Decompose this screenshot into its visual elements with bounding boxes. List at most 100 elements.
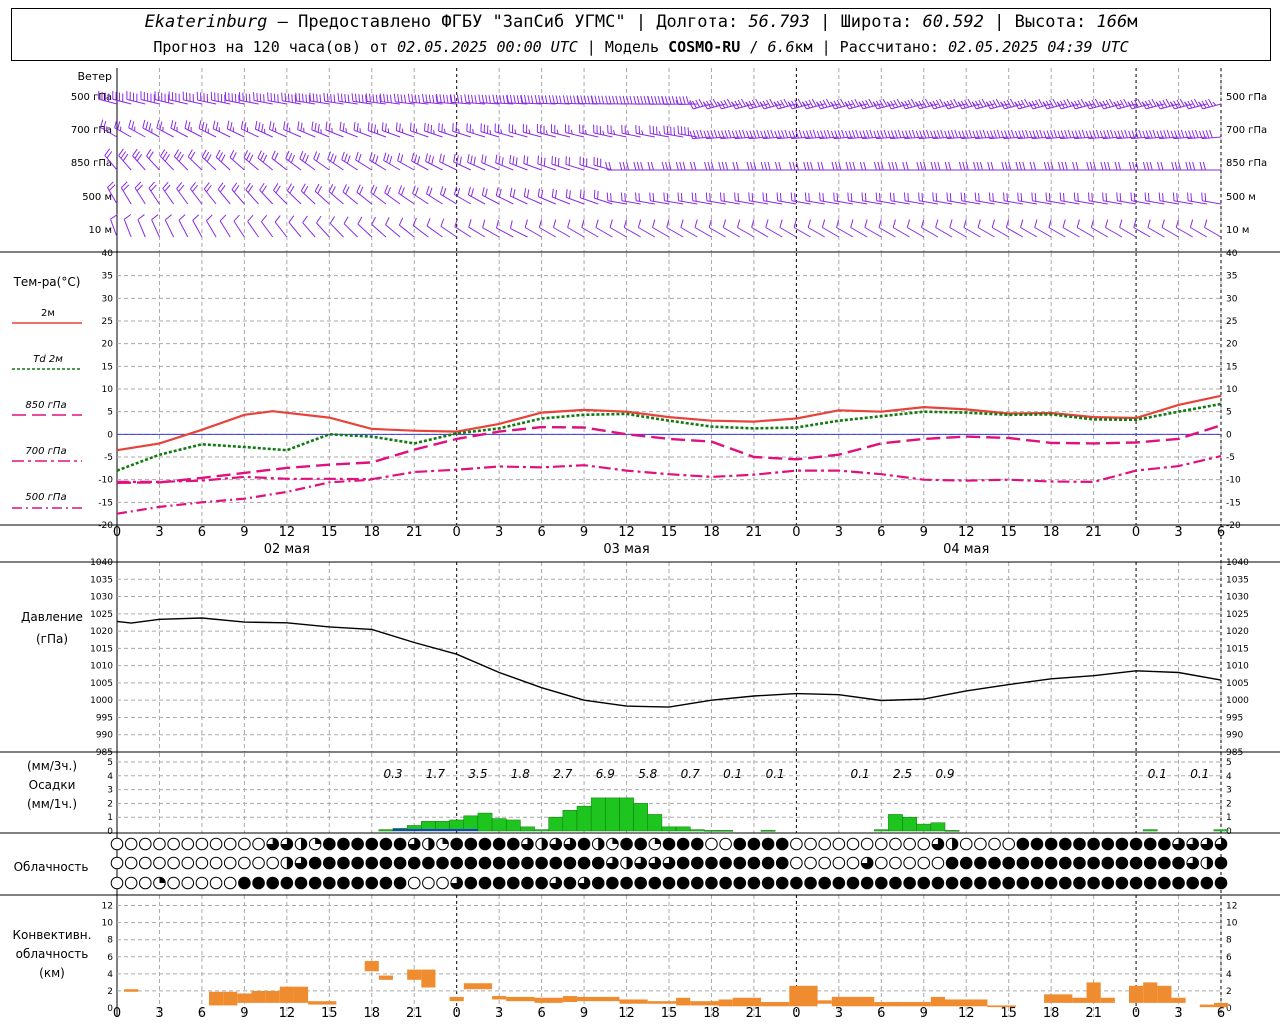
wind-barb bbox=[1017, 192, 1038, 205]
wind-barb-feather bbox=[993, 130, 998, 139]
wind-barb-feather bbox=[470, 188, 474, 197]
wind-barb-feather bbox=[854, 98, 860, 107]
wind-barb-feather bbox=[925, 98, 930, 107]
x-tick-label-conv: 21 bbox=[1085, 1006, 1102, 1021]
cloud-symbol bbox=[139, 837, 152, 851]
wind-barb-feather bbox=[387, 128, 390, 133]
wind-barb-feather bbox=[1199, 161, 1203, 171]
wind-barb bbox=[1201, 192, 1222, 205]
wind-barb-feather bbox=[353, 121, 356, 131]
wind-barb-feather bbox=[1190, 193, 1193, 202]
wind-barb-feather bbox=[693, 161, 697, 171]
wind-barb-feather bbox=[164, 214, 172, 221]
wind-barb-feather bbox=[797, 98, 803, 107]
cloud-circle bbox=[917, 837, 931, 851]
wind-barb-feather bbox=[187, 149, 193, 158]
wind-barb bbox=[168, 91, 188, 105]
wind-barb-feather bbox=[481, 187, 485, 196]
convective-bar bbox=[761, 1002, 790, 1007]
wind-barb-feather bbox=[142, 119, 146, 129]
wind-barb-shaft bbox=[426, 225, 443, 238]
cloud-circle bbox=[492, 837, 506, 851]
wind-barb-feather bbox=[1110, 129, 1114, 138]
wind-barb-feather bbox=[1208, 98, 1213, 107]
wind-barb-feather bbox=[201, 149, 207, 158]
cloud-circle bbox=[974, 837, 987, 851]
pressure-tick-left: 1035 bbox=[90, 575, 113, 585]
wind-barb-feather bbox=[407, 93, 410, 103]
wind-barb-feather bbox=[819, 100, 825, 109]
wind-barb-feather bbox=[100, 119, 104, 128]
wind-barb-feather bbox=[509, 154, 512, 164]
wind-barb-feather bbox=[1017, 192, 1019, 201]
wind-barb bbox=[675, 96, 698, 105]
wind-barb bbox=[231, 182, 245, 205]
wind-barb-feather bbox=[1135, 161, 1139, 171]
cloud-circle bbox=[365, 876, 379, 890]
wind-barb-feather bbox=[691, 192, 694, 201]
wind-barb bbox=[915, 129, 938, 140]
wind-barb-feather bbox=[1141, 101, 1147, 110]
cloud-symbol bbox=[238, 876, 251, 890]
cloud-fill-half bbox=[1206, 857, 1213, 869]
wind-barb-shaft bbox=[864, 227, 882, 238]
wind-barb-feather bbox=[737, 193, 740, 202]
cloud-symbol bbox=[393, 837, 407, 851]
cloud-symbol bbox=[280, 876, 294, 890]
wind-barb bbox=[607, 124, 627, 138]
cloud-symbol bbox=[1158, 856, 1171, 870]
wind-barb-feather bbox=[935, 99, 941, 108]
wind-barb-feather bbox=[946, 100, 952, 109]
cloud-circle bbox=[195, 856, 209, 870]
wind-barb bbox=[508, 123, 528, 138]
cloud-circle bbox=[337, 837, 350, 851]
pressure-tick-right: 985 bbox=[1226, 748, 1243, 758]
x-tick-label-temp: 0 bbox=[792, 525, 800, 540]
wind-barb bbox=[259, 182, 274, 205]
wind-level-label-right: 500 м bbox=[1226, 192, 1256, 203]
cloud-circle bbox=[1143, 837, 1157, 851]
cloud-circle bbox=[662, 837, 676, 851]
cloud-symbol bbox=[195, 837, 209, 851]
wind-barb-feather bbox=[1161, 219, 1165, 228]
wind-barb-feather bbox=[1163, 130, 1167, 139]
cloud-symbol bbox=[662, 856, 676, 870]
x-tick-label-temp: 12 bbox=[279, 525, 296, 540]
wind-barb bbox=[906, 219, 925, 238]
wind-barb-feather bbox=[849, 161, 853, 171]
wind-barb-feather bbox=[1188, 130, 1192, 139]
wind-barb-shaft bbox=[283, 128, 302, 138]
wind-barb-feather bbox=[1070, 101, 1076, 110]
convective-bar bbox=[534, 997, 563, 1003]
cloud-symbol bbox=[1129, 856, 1143, 870]
wind-barb-shaft bbox=[231, 189, 245, 205]
wind-barb-feather bbox=[274, 215, 281, 223]
legend-700-label: 700 гПа bbox=[25, 446, 66, 457]
wind-barb-feather bbox=[1148, 99, 1154, 108]
cloud-circle bbox=[1073, 876, 1086, 890]
wind-barb-shaft bbox=[850, 227, 868, 238]
wind-barb-feather bbox=[978, 99, 984, 108]
wind-barb-shaft bbox=[287, 190, 302, 205]
wind-barb-feather bbox=[530, 95, 534, 104]
wind-barb-feather bbox=[1084, 101, 1090, 110]
wind-barb-feather bbox=[552, 95, 555, 104]
wind-barb bbox=[339, 121, 358, 138]
cloud-circle bbox=[238, 856, 251, 870]
wind-barb-feather bbox=[961, 130, 966, 139]
cloud-symbol bbox=[1101, 876, 1115, 890]
wind-barb-feather bbox=[992, 99, 998, 108]
wind-barb bbox=[830, 129, 854, 140]
wind-barb bbox=[1104, 219, 1123, 238]
wind-barb-feather bbox=[1099, 130, 1104, 139]
wind-barb-feather bbox=[1188, 161, 1192, 171]
cloud-circle bbox=[110, 876, 124, 890]
wind-barb-feather bbox=[636, 95, 640, 105]
wind-barb-feather bbox=[148, 181, 155, 189]
cloud-symbol bbox=[549, 837, 563, 851]
cloud-symbol bbox=[323, 837, 336, 851]
temp-series-t700 bbox=[117, 455, 1222, 484]
wind-barb-feather bbox=[1204, 193, 1207, 202]
wind-barb-feather bbox=[384, 123, 387, 132]
wind-barb-feather bbox=[1162, 99, 1168, 108]
